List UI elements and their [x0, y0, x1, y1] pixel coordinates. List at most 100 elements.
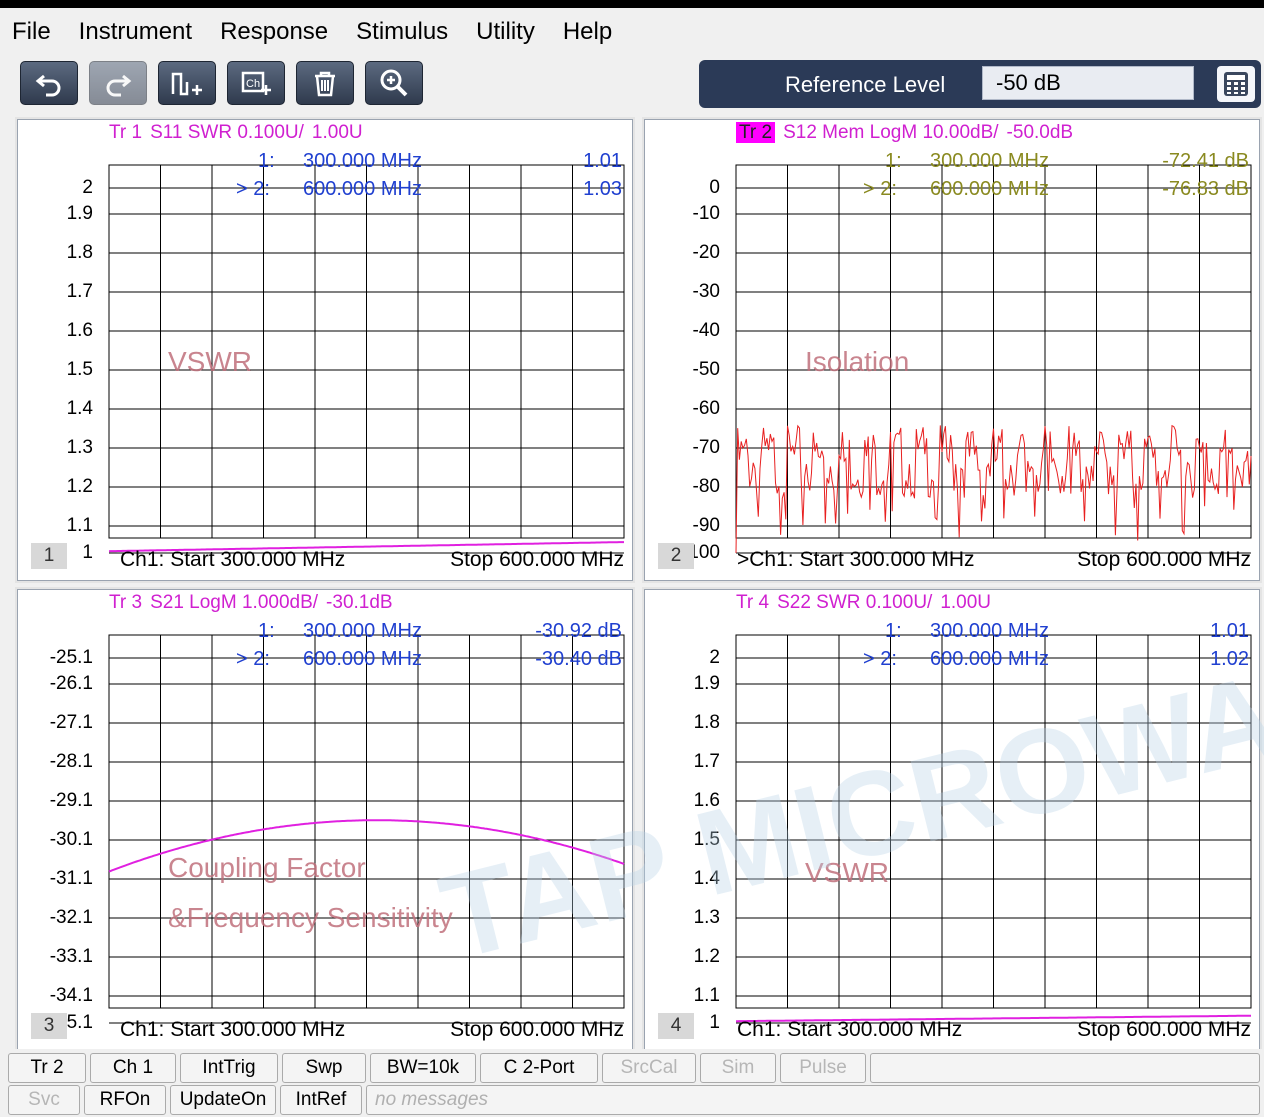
svg-text:Ch: Ch	[246, 78, 260, 90]
trace-title-part: S21 LogM 1.000dB/	[150, 592, 319, 613]
y-axis-label: 1.1	[693, 985, 720, 1006]
status-pulse[interactable]: Pulse	[780, 1053, 866, 1083]
marker-value: -30.92 dB	[535, 620, 622, 642]
menu-utility[interactable]: Utility	[476, 18, 535, 45]
y-axis-label: 1	[709, 1012, 720, 1033]
y-axis-label: -32.1	[49, 907, 93, 928]
marker-id: > 2:	[863, 178, 897, 200]
trash-icon	[315, 71, 335, 97]
trace-title-part: S11 SWR 0.100U/	[150, 122, 304, 143]
status-calibration[interactable]: C 2-Port	[480, 1053, 598, 1083]
status-ref[interactable]: IntRef	[280, 1085, 362, 1115]
y-axis-label: 2	[709, 647, 720, 668]
y-axis-label: -70	[692, 437, 720, 458]
status-rf[interactable]: RFOn	[84, 1085, 166, 1115]
trace-title-part: Tr 3	[109, 592, 143, 613]
marker-frequency: 300.000 MHz	[303, 620, 422, 642]
panel-number: 2	[658, 543, 694, 569]
keypad-button[interactable]	[1217, 66, 1255, 102]
marker-id: > 2:	[236, 178, 270, 200]
reference-level-label: Reference Level	[785, 72, 946, 97]
status-messages: no messages	[366, 1085, 1260, 1115]
marker-value: 1.01	[1210, 620, 1249, 642]
status-svc[interactable]: Svc	[8, 1085, 80, 1115]
panel-number: 4	[658, 1013, 694, 1039]
trace-title-part: S12 Mem LogM 10.00dB/	[783, 122, 999, 143]
trace-plot[interactable]	[645, 590, 1261, 1052]
undo-button[interactable]	[20, 61, 78, 105]
y-axis-label: 1.7	[66, 281, 93, 302]
menu-file[interactable]: File	[12, 18, 51, 45]
trace-panel-2[interactable]: Tr 2 S12 Mem LogM 10.00dB/ -50.0dB 0 -10 -20 -…	[644, 119, 1260, 581]
start-frequency: >Ch1: Start 300.000 MHz	[737, 548, 975, 571]
status-update[interactable]: UpdateOn	[170, 1085, 276, 1115]
trace-panel-3[interactable]: Tr 3 S21 LogM 1.000dB/ -30.1dB -25.1 -26.1 -2…	[17, 589, 633, 1051]
marker-frequency: 300.000 MHz	[930, 620, 1049, 642]
trace-title-part: -50.0dB	[1006, 122, 1074, 143]
menu-stimulus[interactable]: Stimulus	[356, 18, 449, 45]
status-trace[interactable]: Tr 2	[8, 1053, 86, 1083]
menu-help[interactable]: Help	[562, 18, 613, 45]
y-axis-label: -26.1	[49, 673, 93, 694]
status-channel[interactable]: Ch 1	[90, 1053, 176, 1083]
status-bandwidth[interactable]: BW=10k	[370, 1053, 476, 1083]
overlay-label: Coupling Factor	[168, 852, 366, 883]
trace-title-part: 1.00U	[311, 122, 363, 143]
marker-frequency: 300.000 MHz	[930, 150, 1049, 172]
trace-title: Tr 4 S22 SWR 0.100U/1.00U	[645, 592, 1259, 614]
y-axis-label: 1.4	[66, 398, 93, 419]
marker-id: > 2:	[863, 648, 897, 670]
marker-frequency: 300.000 MHz	[303, 150, 422, 172]
trace-title: Tr 2 S12 Mem LogM 10.00dB/ -50.0dB	[645, 122, 1259, 144]
marker-add-button[interactable]	[158, 61, 216, 105]
trace-title: Tr 1 S11 SWR 0.100U/1.00U	[18, 122, 632, 144]
status-sim[interactable]: Sim	[700, 1053, 776, 1083]
status-empty	[870, 1053, 1260, 1083]
status-trigger[interactable]: IntTrig	[180, 1053, 278, 1083]
trace-title: Tr 3 S21 LogM 1.000dB/ -30.1dB	[18, 592, 632, 614]
y-axis-label: 1.1	[66, 515, 93, 536]
y-axis-label: -33.1	[49, 946, 93, 967]
y-axis-label: -31.1	[49, 868, 93, 889]
y-axis-label: -27.1	[49, 712, 93, 733]
delete-button[interactable]	[296, 61, 354, 105]
y-axis-label: -50	[692, 359, 720, 380]
overlay-label: VSWR	[168, 346, 252, 377]
trace-title-part: 1.00U	[940, 592, 992, 613]
status-bar: Tr 2 Ch 1 IntTrig Swp BW=10k C 2-Port Sr…	[0, 1049, 1264, 1117]
y-axis-label: 1.2	[66, 476, 93, 497]
menu-response[interactable]: Response	[220, 18, 329, 45]
y-axis-label: -34.1	[49, 985, 93, 1006]
zoom-button[interactable]	[365, 61, 423, 105]
marker-frequency: 600.000 MHz	[930, 178, 1049, 200]
trace-title-part: Tr 4	[736, 592, 770, 613]
status-sweep[interactable]: Swp	[282, 1053, 366, 1083]
channel-add-button[interactable]: Ch	[227, 61, 285, 105]
marker-frequency: 600.000 MHz	[303, 648, 422, 670]
marker-id: 1:	[885, 150, 902, 172]
zoom-icon	[380, 69, 408, 97]
trace-plot[interactable]	[18, 590, 634, 1052]
redo-icon	[106, 74, 132, 97]
y-axis-label: -30.1	[49, 829, 93, 850]
y-axis-label: 1.6	[693, 790, 720, 811]
trace-panel-1[interactable]: Tr 1 S11 SWR 0.100U/1.00U 2 1.9 1.8 1.7 1.6 1.5…	[17, 119, 633, 581]
menu-bar: File Instrument Response Stimulus Utilit…	[0, 0, 1264, 56]
status-srccal[interactable]: SrcCal	[602, 1053, 696, 1083]
stop-frequency: Stop 600.000 MHz	[1077, 1018, 1251, 1041]
marker-id: > 2:	[236, 648, 270, 670]
trace-line	[108, 541, 624, 553]
menu-instrument[interactable]: Instrument	[78, 18, 193, 45]
reference-level-input[interactable]: -50 dB	[982, 66, 1194, 100]
trace-plot[interactable]	[645, 120, 1261, 582]
panel-number: 1	[31, 543, 67, 569]
trace-panel-4[interactable]: Tr 4 S22 SWR 0.100U/1.00U 2 1.9 1.8 1.7 1.6 1.5…	[644, 589, 1260, 1051]
overlay-label: Isolation	[805, 346, 910, 377]
y-axis-label: 1.8	[693, 712, 720, 733]
y-axis-label: -25.1	[49, 647, 93, 668]
redo-button[interactable]	[89, 61, 147, 105]
y-axis-label: 1.8	[66, 242, 93, 263]
marker-id: 1:	[258, 150, 275, 172]
y-axis-label: 2	[82, 177, 93, 198]
trace-plot[interactable]	[18, 120, 634, 582]
